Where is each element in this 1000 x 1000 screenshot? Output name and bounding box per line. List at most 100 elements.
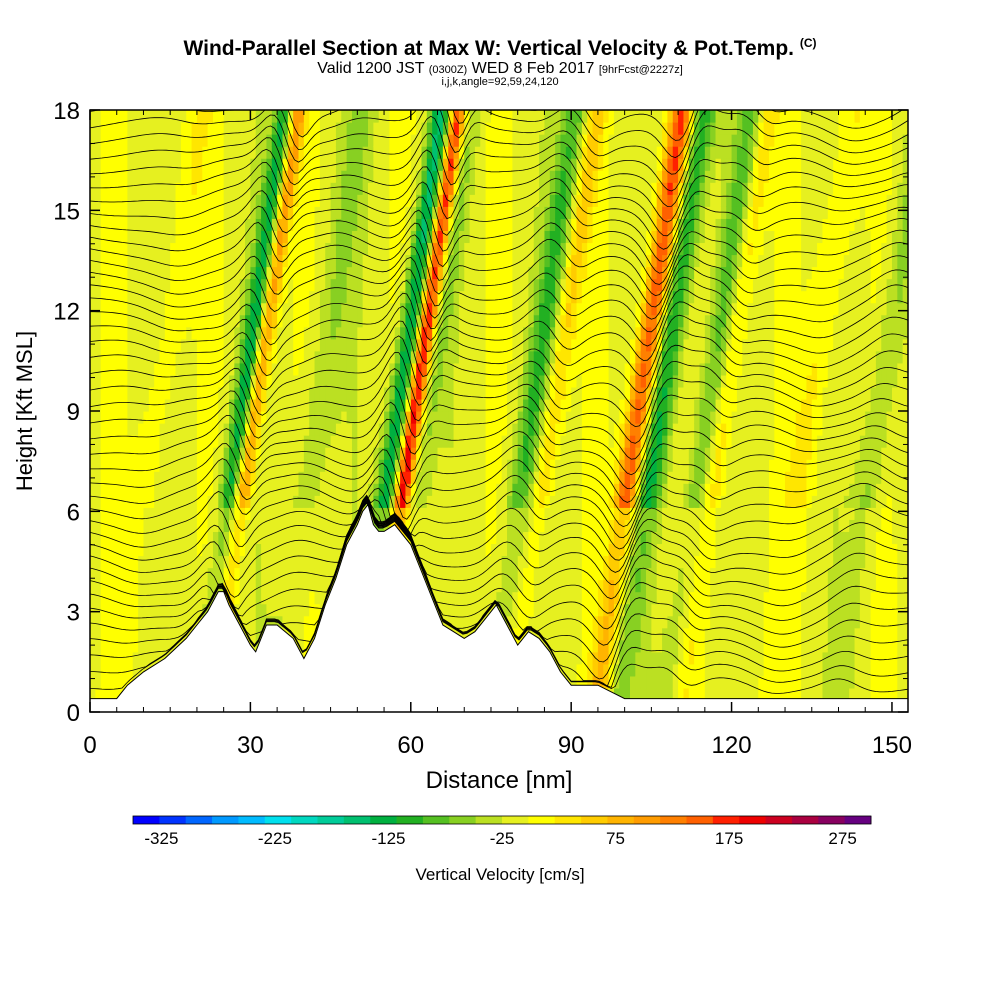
velocity-cell <box>303 146 310 159</box>
velocity-cell <box>346 471 353 484</box>
velocity-cell <box>293 134 300 147</box>
velocity-cell <box>533 338 540 352</box>
velocity-cell <box>581 266 588 280</box>
velocity-cell <box>250 158 257 171</box>
velocity-cell <box>266 146 273 159</box>
velocity-cell <box>255 435 262 448</box>
velocity-cell <box>442 194 449 207</box>
velocity-cell <box>277 146 284 159</box>
velocity-cell <box>464 555 471 569</box>
velocity-cell <box>266 326 273 340</box>
velocity-cell <box>437 206 444 219</box>
velocity-cell <box>384 290 390 304</box>
velocity-cell <box>159 206 166 219</box>
velocity-cell <box>180 266 187 280</box>
velocity-cell <box>539 483 546 496</box>
velocity-cell <box>282 362 289 376</box>
velocity-cell <box>480 362 487 376</box>
velocity-cell <box>234 218 241 231</box>
velocity-cell <box>539 182 546 195</box>
velocity-cell <box>432 254 439 268</box>
velocity-cell <box>191 398 198 412</box>
velocity-cell <box>277 423 284 436</box>
velocity-cell <box>127 314 134 328</box>
velocity-cell <box>517 206 524 219</box>
velocity-cell <box>384 170 390 183</box>
velocity-cell <box>90 627 96 641</box>
velocity-cell <box>603 435 610 448</box>
velocity-cell <box>608 591 615 605</box>
velocity-cell <box>100 555 107 569</box>
velocity-cell <box>303 483 310 496</box>
velocity-cell <box>571 362 578 376</box>
velocity-cell <box>539 242 546 256</box>
velocity-cell <box>303 254 310 268</box>
velocity-cell <box>448 326 455 340</box>
velocity-cell <box>255 242 262 256</box>
velocity-cell <box>132 110 139 111</box>
velocity-cell <box>394 386 401 400</box>
velocity-cell <box>207 362 214 376</box>
velocity-cell <box>212 411 219 424</box>
velocity-cell <box>127 663 134 677</box>
velocity-cell <box>319 170 326 183</box>
velocity-cell <box>378 350 385 364</box>
velocity-cell <box>111 350 118 364</box>
velocity-cell <box>255 543 262 557</box>
velocity-cell <box>111 218 118 231</box>
velocity-cell <box>432 567 439 581</box>
velocity-cell <box>111 290 118 304</box>
velocity-cell <box>100 435 107 448</box>
velocity-cell <box>437 386 444 400</box>
velocity-cell <box>111 555 118 569</box>
velocity-cell <box>138 398 145 412</box>
velocity-cell <box>400 386 407 400</box>
velocity-cell <box>159 122 166 135</box>
velocity-cell <box>330 374 337 388</box>
velocity-cell <box>164 603 171 617</box>
velocity-cell <box>357 350 364 364</box>
velocity-cell <box>341 194 348 207</box>
velocity-cell <box>191 290 198 304</box>
velocity-cell <box>608 435 615 448</box>
velocity-cell <box>384 411 390 424</box>
velocity-cell <box>544 374 551 388</box>
velocity-cell <box>490 435 497 448</box>
velocity-cell <box>127 278 134 292</box>
velocity-cell <box>298 447 305 460</box>
velocity-cell <box>592 555 599 569</box>
velocity-cell <box>293 398 300 412</box>
velocity-cell <box>298 374 305 388</box>
velocity-cell <box>496 326 503 340</box>
velocity-cell <box>507 567 513 581</box>
velocity-cell <box>180 194 187 207</box>
velocity-cell <box>464 170 471 183</box>
velocity-cell <box>528 615 535 629</box>
velocity-cell <box>250 555 257 569</box>
velocity-cell <box>90 326 96 340</box>
velocity-cell <box>437 266 444 280</box>
velocity-cell <box>389 122 396 135</box>
velocity-cell <box>555 519 562 532</box>
velocity-cell <box>261 206 268 219</box>
velocity-cell <box>426 350 433 364</box>
velocity-cell <box>266 507 273 520</box>
velocity-cell <box>223 423 230 436</box>
velocity-cell <box>148 519 155 532</box>
velocity-cell <box>480 386 487 400</box>
velocity-cell <box>261 495 268 508</box>
velocity-cell <box>255 266 262 280</box>
velocity-cell <box>517 627 524 641</box>
velocity-cell <box>207 242 214 256</box>
velocity-cell <box>330 254 337 268</box>
velocity-cell <box>148 350 155 364</box>
velocity-cell <box>507 194 513 207</box>
velocity-cell <box>186 483 193 496</box>
velocity-cell <box>565 459 572 472</box>
velocity-cell <box>592 459 599 472</box>
velocity-cell <box>314 158 321 171</box>
velocity-cell <box>90 459 96 472</box>
velocity-cell <box>603 110 610 123</box>
velocity-cell <box>426 435 433 448</box>
velocity-cell <box>170 531 177 545</box>
